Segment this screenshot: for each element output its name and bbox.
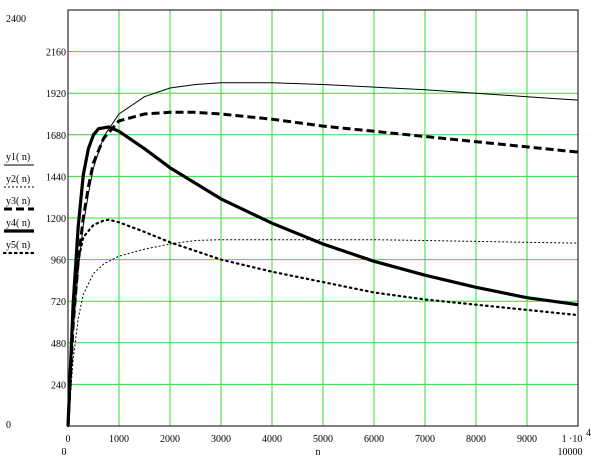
y-range-max-label: 2400 bbox=[6, 14, 26, 25]
series-line-y2 bbox=[67, 239, 579, 427]
y-tick-label: 480 bbox=[51, 339, 66, 350]
grid-lines bbox=[67, 9, 579, 427]
legend: y1( n) y2( n) y3( n) y4( n) y5( n) bbox=[2, 152, 36, 255]
x-tick-label: 9000 bbox=[517, 434, 537, 445]
x-tick-label: 1000 bbox=[109, 434, 129, 445]
x-range-min-label: 0 bbox=[62, 447, 67, 458]
y-tick-label: 1200 bbox=[46, 214, 66, 225]
y-tick-label: 1440 bbox=[46, 172, 66, 183]
y-tick-label: 960 bbox=[51, 256, 66, 267]
legend-label-y2: y2( n) bbox=[6, 174, 30, 185]
x-tick-label: 3000 bbox=[211, 434, 231, 445]
y-tick-label: 1920 bbox=[46, 89, 66, 100]
x-tick-label: 2000 bbox=[160, 434, 180, 445]
series-line-y3 bbox=[66, 110, 579, 427]
x-range-max-label: 10000 bbox=[558, 447, 583, 458]
x-tick-label: 8000 bbox=[466, 434, 486, 445]
series-line-y1 bbox=[67, 82, 579, 427]
plot-frame bbox=[67, 9, 579, 427]
series-line-y4 bbox=[66, 125, 579, 427]
legend-label-y1: y1( n) bbox=[6, 152, 30, 163]
x-tick-exponent: 4 bbox=[586, 428, 591, 439]
y-tick-label: 720 bbox=[51, 297, 66, 308]
x-tick-label: 1 ·10 bbox=[562, 434, 583, 445]
y-tick-labels: 240 480 720 960 1200 1440 1680 1920 2160 bbox=[46, 48, 66, 392]
x-tick-labels: 0 1000 2000 3000 4000 5000 6000 7000 8000 9000 1 ·… bbox=[66, 428, 592, 445]
y-tick-label: 2160 bbox=[46, 48, 66, 59]
x-tick-label: 6000 bbox=[364, 434, 384, 445]
x-axis-label: n bbox=[316, 447, 321, 458]
x-tick-label: 0 bbox=[66, 434, 71, 445]
series-line-y5 bbox=[66, 218, 580, 428]
x-tick-label: 7000 bbox=[415, 434, 435, 445]
y-range-min-label: 0 bbox=[6, 420, 11, 431]
x-tick-label: 5000 bbox=[313, 434, 333, 445]
x-tick-label: 4000 bbox=[262, 434, 282, 445]
legend-label-y5: y5( n) bbox=[6, 240, 30, 251]
y-tick-label: 1680 bbox=[46, 131, 66, 142]
series-lines bbox=[66, 82, 580, 428]
y-tick-label: 240 bbox=[51, 380, 66, 391]
legend-label-y4: y4( n) bbox=[6, 218, 30, 229]
legend-label-y3: y3( n) bbox=[6, 196, 30, 207]
